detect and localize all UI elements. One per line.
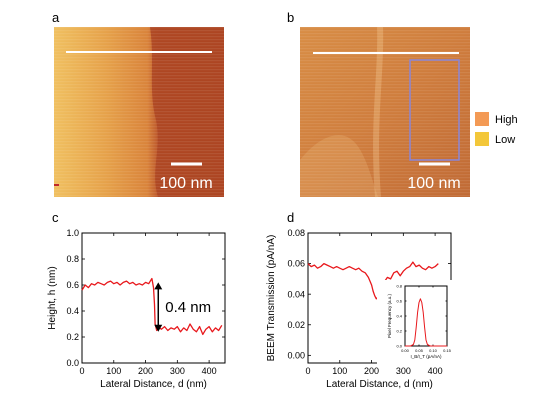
panel-letter-b: b	[287, 10, 294, 25]
panel-letter-c: c	[52, 210, 59, 225]
panel-letter-a: a	[52, 10, 60, 25]
x-tick-label: 300	[396, 366, 411, 376]
y-tick-label: 0.8	[396, 283, 402, 288]
y-tick-label: 0.4	[66, 306, 79, 316]
color-key: High Low	[475, 112, 518, 146]
x-tick-label: 200	[364, 366, 379, 376]
x-tick-label: 0	[79, 366, 84, 376]
series-line	[81, 277, 223, 336]
x-tick-label: 0	[305, 366, 310, 376]
plot-frame	[81, 232, 226, 364]
x-tick-label: 100	[106, 366, 121, 376]
y-axis-label: Pixel Frequency (a.u.)	[387, 293, 392, 338]
low-label: Low	[495, 134, 515, 146]
y-tick-label: 0.6	[66, 280, 79, 290]
arrow-head-up	[154, 282, 163, 290]
x-tick-label: 100	[332, 366, 347, 376]
low-swatch	[475, 132, 489, 146]
y-tick-label: 0.4	[396, 313, 402, 318]
y-tick-label: 0.06	[287, 259, 305, 269]
y-axis-label: Height, h (nm)	[47, 266, 58, 329]
y-tick-label: 0.0	[396, 343, 402, 348]
x-axis-label: Lateral Distance, d (nm)	[100, 379, 207, 390]
y-tick-label: 0.2	[396, 328, 402, 333]
selection-rectangle	[409, 59, 460, 161]
x-tick-label: 300	[170, 366, 185, 376]
height-profile-chart: 0 100 200 300 400 0.0 0.2 0.4 0.6 0.8 1.0 Lateral D…	[47, 228, 226, 390]
y-tick-label: 0.8	[66, 254, 79, 264]
arrow-head-down	[154, 324, 163, 332]
y-tick-label: 0.04	[287, 289, 305, 299]
afm-image: 100 nm	[54, 27, 224, 197]
x-axis-label: I_B/I_T (pA/nA)	[411, 354, 442, 359]
high-label: High	[495, 114, 518, 126]
scale-bar-label-a: 100 nm	[159, 175, 212, 192]
x-tick-label: 0.10	[429, 348, 438, 353]
beem-image: 100 nm	[300, 26, 470, 198]
step-annotation: 0.4 nm	[165, 299, 211, 316]
inset-background	[377, 280, 455, 366]
series-line	[307, 261, 439, 300]
scale-bar-label-b: 100 nm	[407, 175, 460, 192]
x-tick-label: 200	[138, 366, 153, 376]
x-tick-label: 400	[428, 366, 443, 376]
y-tick-label: 0.6	[396, 298, 402, 303]
histogram-inset: 0.00 0.05 0.10 0.15 0.0 0.2 0.4 0.6 0.8 I_B/I_T (…	[377, 280, 455, 366]
x-tick-label: 0.00	[401, 348, 410, 353]
y-axis-label: BEEM Transmission (pA/nA)	[266, 235, 277, 362]
y-tick-label: 0.0	[66, 358, 79, 368]
y-tick-label: 1.0	[66, 228, 79, 238]
x-tick-label: 0.05	[415, 348, 424, 353]
high-swatch	[475, 112, 489, 126]
y-tick-label: 0.02	[287, 320, 305, 330]
x-tick-label: 400	[202, 366, 217, 376]
y-tick-label: 0.08	[287, 228, 305, 238]
x-axis-label: Lateral Distance, d (nm)	[326, 379, 433, 390]
panel-letter-d: d	[287, 210, 294, 225]
x-tick-label: 0.15	[443, 348, 452, 353]
series-line	[405, 298, 447, 347]
y-tick-label: 0.2	[66, 332, 79, 342]
y-tick-label: 0.00	[287, 351, 305, 361]
